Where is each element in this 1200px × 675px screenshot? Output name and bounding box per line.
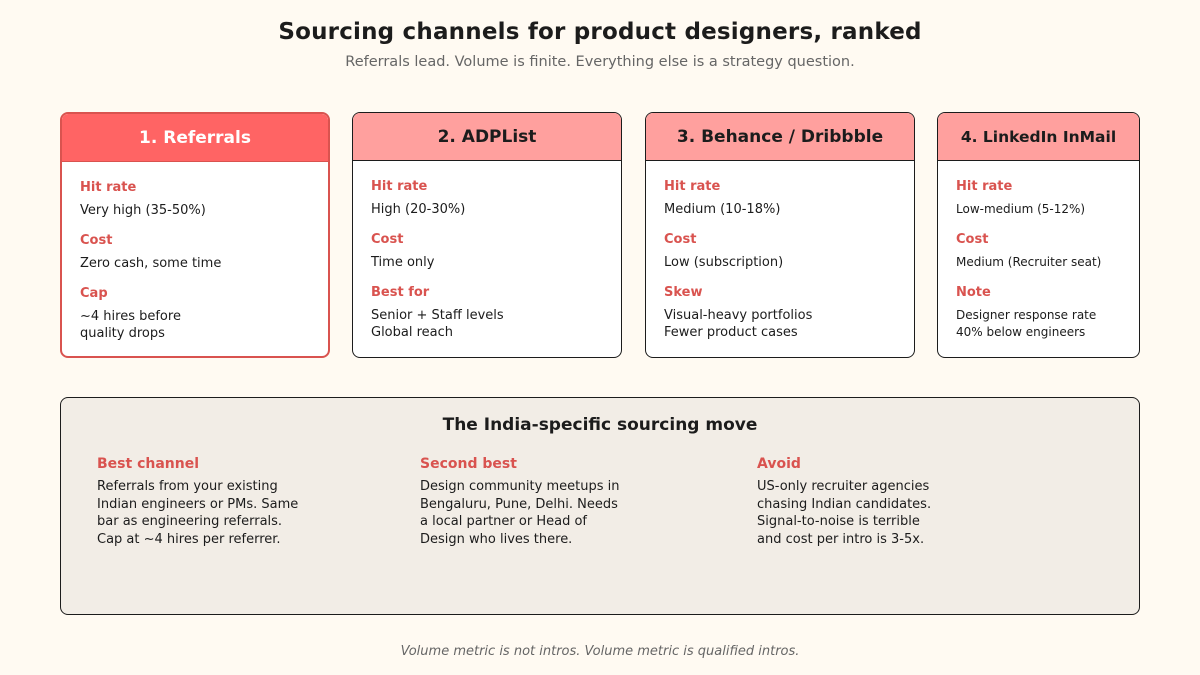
skew-value: Visual-heavy portfolios Fewer product ca… bbox=[664, 308, 813, 340]
column-text: Referrals from your existing Indian engi… bbox=[97, 479, 299, 547]
cost-value: Time only bbox=[371, 255, 435, 270]
second-best-column: Second best Design community meetups in … bbox=[420, 456, 720, 548]
card-title: 4. LinkedIn InMail bbox=[938, 113, 1139, 161]
column-label: Second best bbox=[420, 456, 517, 472]
cost-value: Zero cash, some time bbox=[80, 256, 222, 271]
page-subtitle: Referrals lead. Volume is finite. Everyt… bbox=[345, 54, 855, 70]
avoid-column: Avoid US-only recruiter agencies chasing… bbox=[757, 456, 1057, 548]
card-title: 1. Referrals bbox=[62, 114, 328, 162]
note-label: Note bbox=[956, 285, 991, 300]
best-for-value: Senior + Staff levels Global reach bbox=[371, 308, 504, 340]
page-title: Sourcing channels for product designers,… bbox=[278, 19, 922, 45]
hit-rate-value: High (20-30%) bbox=[371, 202, 466, 217]
cost-label: Cost bbox=[80, 233, 113, 248]
cost-value: Low (subscription) bbox=[664, 255, 784, 270]
india-sourcing-panel: The India-specific sourcing move Best ch… bbox=[60, 397, 1140, 615]
best-for-label: Best for bbox=[371, 285, 430, 300]
skew-label: Skew bbox=[664, 285, 703, 300]
panel-title: The India-specific sourcing move bbox=[442, 415, 758, 435]
column-label: Best channel bbox=[97, 456, 200, 472]
hit-rate-value: Very high (35-50%) bbox=[80, 203, 206, 218]
card-title: 2. ADPList bbox=[353, 113, 621, 161]
hit-rate-label: Hit rate bbox=[956, 179, 1013, 194]
column-label: Avoid bbox=[757, 456, 801, 472]
card-linkedin-inmail: 4. LinkedIn InMail Hit rate Low-medium (… bbox=[937, 112, 1140, 358]
card-adplist: 2. ADPList Hit rate High (20-30%) Cost T… bbox=[352, 112, 622, 358]
cost-value: Medium (Recruiter seat) bbox=[956, 255, 1102, 269]
cost-label: Cost bbox=[664, 232, 697, 247]
footer-note: Volume metric is not intros. Volume metr… bbox=[400, 644, 800, 659]
cap-value: ~4 hires before quality drops bbox=[80, 309, 181, 341]
cost-label: Cost bbox=[371, 232, 404, 247]
column-text: US-only recruiter agencies chasing India… bbox=[757, 479, 932, 547]
note-value: Designer response rate 40% below enginee… bbox=[956, 308, 1097, 339]
column-text: Design community meetups in Bengaluru, P… bbox=[420, 479, 620, 547]
card-referrals: 1. Referrals Hit rate Very high (35-50%)… bbox=[60, 112, 330, 358]
card-title: 3. Behance / Dribbble bbox=[646, 113, 914, 161]
best-channel-column: Best channel Referrals from your existin… bbox=[97, 456, 397, 548]
hit-rate-label: Hit rate bbox=[664, 179, 721, 194]
hit-rate-value: Low-medium (5-12%) bbox=[956, 202, 1086, 216]
cost-label: Cost bbox=[956, 232, 989, 247]
hit-rate-value: Medium (10-18%) bbox=[664, 202, 781, 217]
card-behance-dribbble: 3. Behance / Dribbble Hit rate Medium (1… bbox=[645, 112, 915, 358]
hit-rate-label: Hit rate bbox=[80, 180, 137, 195]
cap-label: Cap bbox=[80, 286, 108, 301]
hit-rate-label: Hit rate bbox=[371, 179, 428, 194]
